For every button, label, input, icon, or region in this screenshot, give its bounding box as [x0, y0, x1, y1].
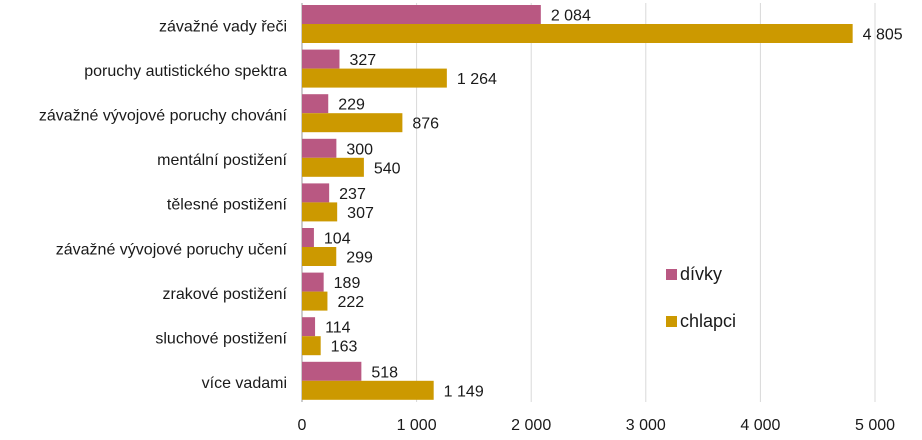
legend-swatch [666, 316, 677, 327]
data-label: 876 [412, 116, 439, 133]
data-label: 307 [347, 205, 374, 222]
data-label: 540 [374, 160, 401, 177]
bar-divky [302, 183, 330, 203]
x-tick-label: 3 000 [626, 417, 666, 434]
bar-chlapci [302, 380, 434, 400]
bar-chlapci [302, 202, 338, 222]
data-label: 1 264 [457, 71, 497, 88]
category-label: závažné vady řeči [159, 18, 287, 35]
data-label: 327 [349, 52, 376, 69]
bar-chlapci [302, 291, 328, 311]
bar-chlapci [302, 68, 447, 88]
bar-divky [302, 138, 337, 158]
legend-label: chlapci [680, 311, 736, 331]
bar-divky [302, 272, 324, 292]
gridlines [301, 3, 876, 402]
data-label: 300 [346, 141, 373, 158]
data-label: 2 084 [551, 8, 591, 25]
category-label: poruchy autistického spektra [84, 63, 287, 80]
x-tick-label: 1 000 [397, 417, 437, 434]
legend-swatch [666, 269, 677, 280]
data-label: 299 [346, 250, 373, 267]
x-tick-label: 2 000 [511, 417, 551, 434]
x-tick-label: 5 000 [855, 417, 895, 434]
category-label: mentální postižení [157, 152, 287, 169]
bar-chlapci [302, 157, 364, 177]
data-label: 222 [337, 294, 364, 311]
data-label: 163 [331, 339, 358, 356]
data-label: 229 [338, 97, 365, 114]
category-label: závažné vývojové poruchy učení [56, 241, 288, 258]
data-label: 518 [371, 364, 398, 381]
bar-divky [302, 5, 541, 24]
bar-chlapci [302, 336, 321, 356]
category-label: tělesné postižení [167, 197, 288, 214]
category-label: více vadami [202, 375, 287, 392]
data-label: 114 [325, 320, 351, 337]
legend-label: dívky [680, 264, 722, 284]
x-tick-label: 4 000 [740, 417, 780, 434]
bar-divky [302, 94, 329, 114]
bar-chlapci [302, 24, 853, 43]
bar-divky [302, 317, 316, 337]
data-label: 4 805 [863, 27, 903, 44]
bar-divky [302, 228, 314, 247]
bar-divky [302, 49, 340, 69]
data-label: 189 [334, 275, 361, 292]
category-label: sluchové postižení [155, 331, 287, 348]
legend: dívky chlapci [666, 264, 736, 331]
bar-divky [302, 361, 362, 381]
x-tick-label: 0 [298, 417, 307, 434]
category-label: zrakové postižení [162, 286, 287, 303]
bar-chlapci [302, 247, 337, 266]
bar-chlapci [302, 113, 403, 133]
data-label: 237 [339, 186, 366, 203]
category-labels: závažné vady řeči poruchy autistického sp… [39, 18, 288, 392]
category-label: závažné vývojové poruchy chování [39, 108, 288, 125]
data-label: 1 149 [444, 383, 484, 400]
x-axis-ticks: 0 1 000 2 000 3 000 4 000 5 000 [298, 417, 896, 434]
data-label: 104 [324, 231, 351, 248]
